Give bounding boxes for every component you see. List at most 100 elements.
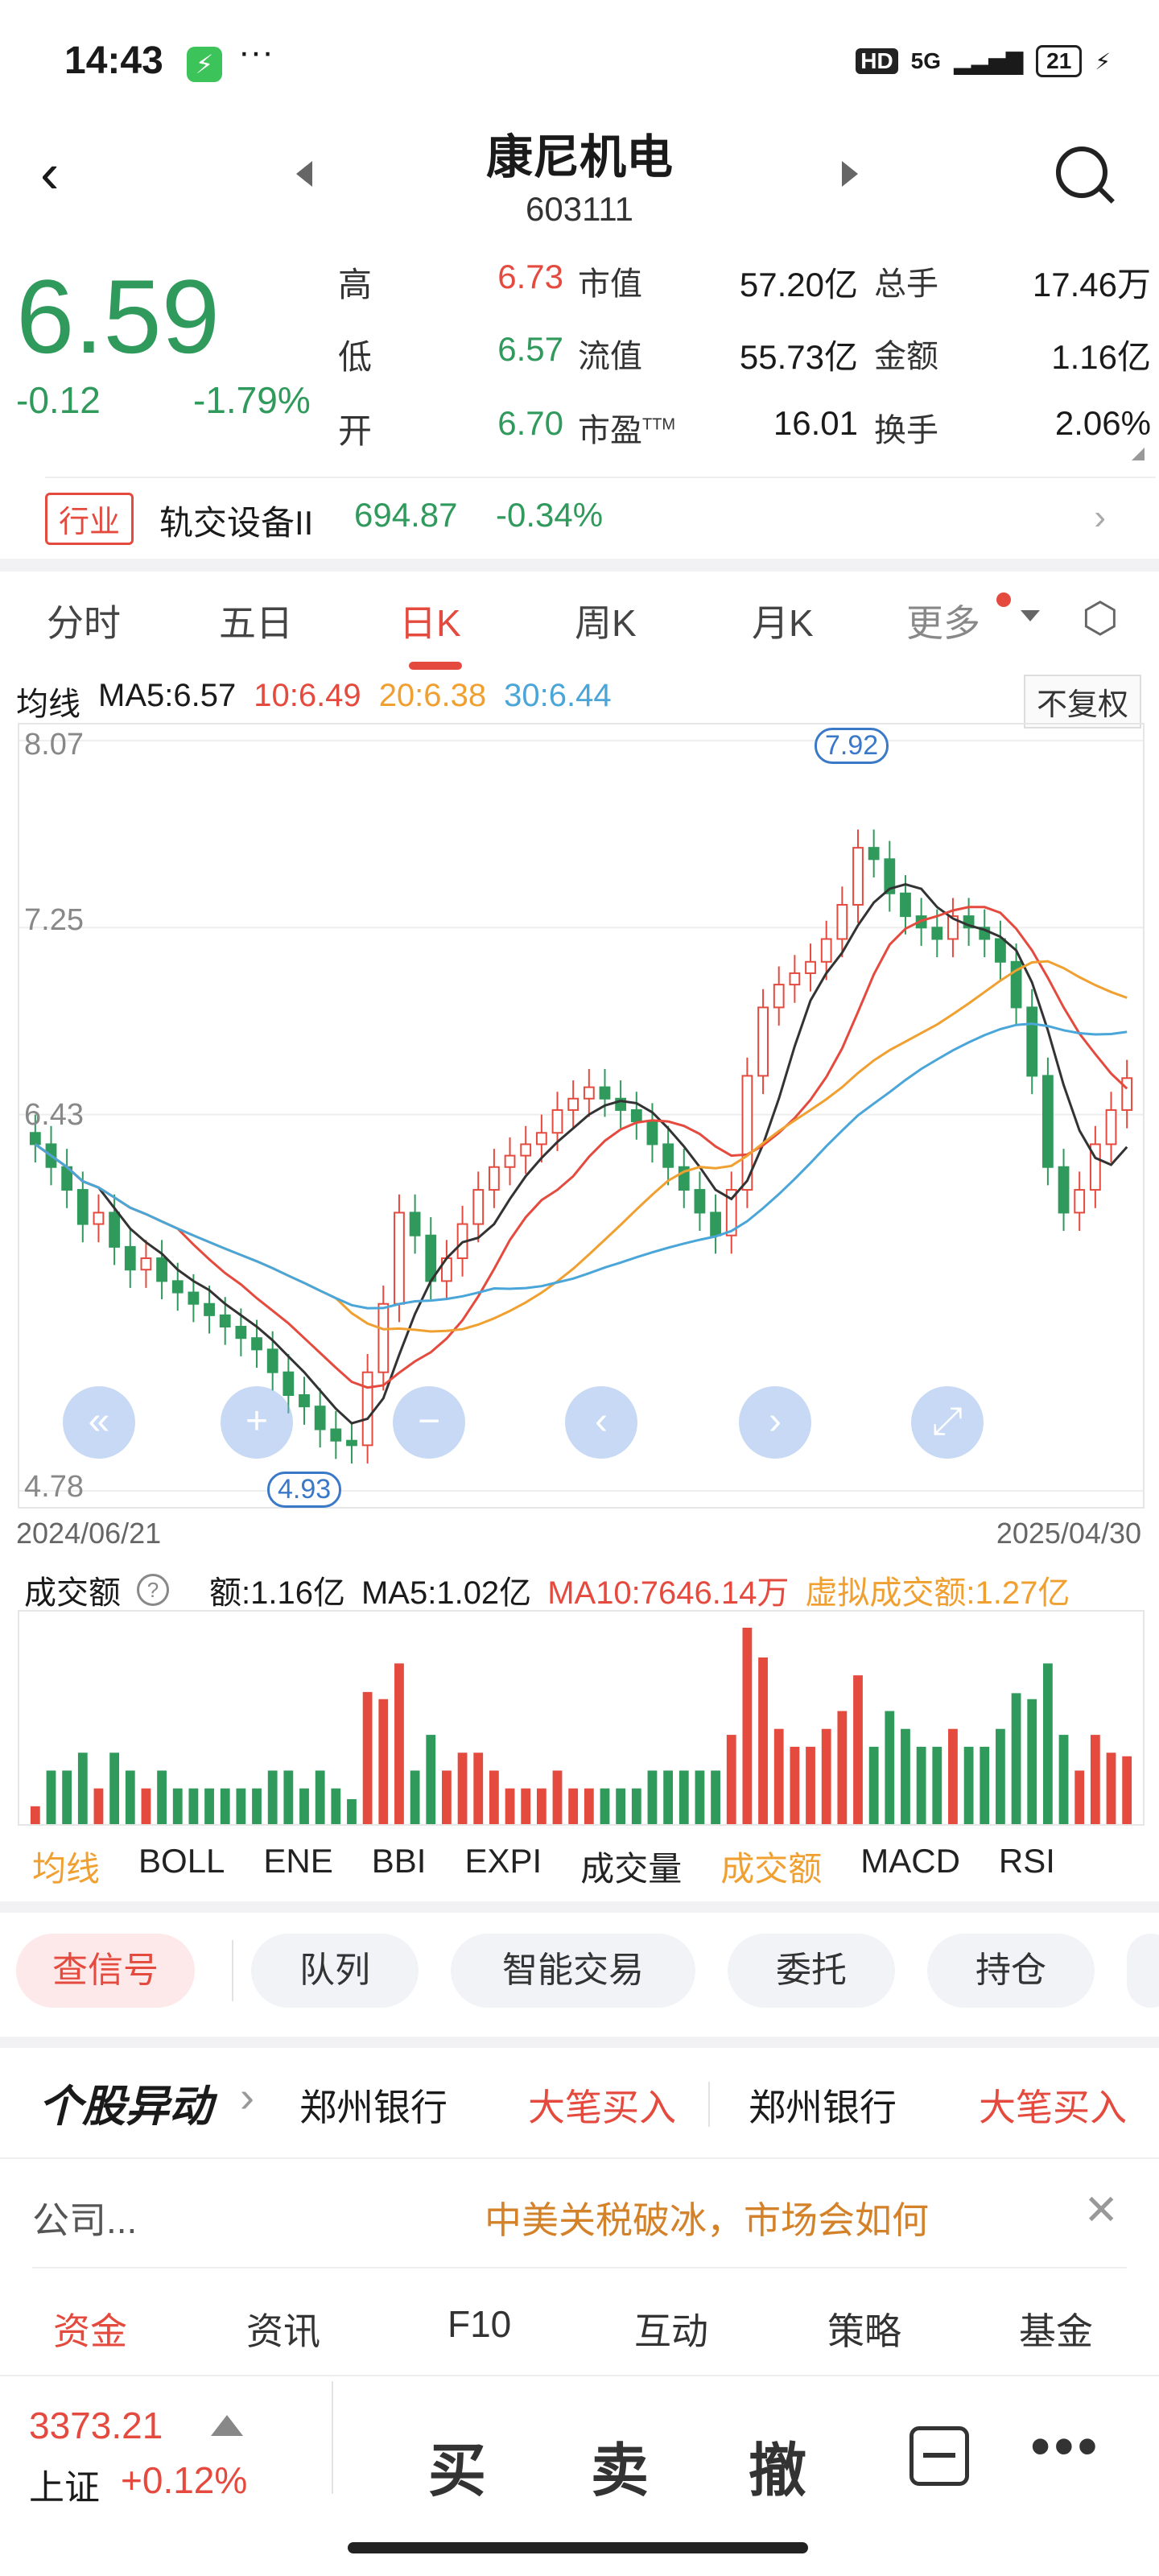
volume-ma10: MA10:7646.14万 xyxy=(547,1575,790,1611)
volume-bar xyxy=(726,1735,736,1824)
next-stock-icon[interactable] xyxy=(842,161,858,187)
scroll-left-button[interactable]: ‹ xyxy=(565,1386,637,1459)
expand-up-icon[interactable] xyxy=(211,2415,243,2436)
tab-news[interactable]: 资讯 xyxy=(246,2310,320,2352)
divider xyxy=(0,2157,1159,2159)
stock-alert-title[interactable]: 个股异动 xyxy=(39,2083,212,2131)
ma30-line xyxy=(34,1022,1128,1310)
ma30-value: 30:6.44 xyxy=(504,678,612,713)
expand-corner-icon[interactable] xyxy=(1132,448,1145,460)
volume-value: 17.46万 xyxy=(1032,266,1151,303)
order-button[interactable]: 委托 xyxy=(728,1934,895,2008)
turnover-value: 2.06% xyxy=(1054,404,1151,442)
smart-trade-button[interactable]: 智能交易 xyxy=(451,1934,695,2008)
candle-body xyxy=(583,1086,595,1100)
more-icon[interactable]: ••• xyxy=(1030,2414,1101,2479)
chevron-down-icon[interactable] xyxy=(1021,610,1040,621)
queue-button[interactable]: 队列 xyxy=(251,1934,419,2008)
candle-body xyxy=(409,1212,421,1236)
industry-value: 694.87 xyxy=(354,496,458,534)
active-tab-indicator xyxy=(409,662,462,670)
tab-interact[interactable]: 互动 xyxy=(634,2310,708,2352)
candle-body xyxy=(1041,1075,1054,1168)
amount-value: 1.16亿 xyxy=(1051,338,1151,376)
mktcap-value: 57.20亿 xyxy=(739,266,858,303)
candle-body xyxy=(299,1394,310,1408)
tab-weekly-k[interactable]: 周K xyxy=(575,602,637,644)
candle-body xyxy=(188,1291,200,1305)
candle-body xyxy=(330,1428,342,1442)
close-icon[interactable]: ✕ xyxy=(1083,2187,1119,2234)
help-icon[interactable]: ? xyxy=(137,1574,169,1606)
volume-bar xyxy=(1011,1693,1021,1824)
zoom-out-button[interactable]: − xyxy=(393,1386,465,1459)
tab-intraday[interactable]: 分时 xyxy=(47,602,121,644)
indicator-tab-ene[interactable]: ENE xyxy=(263,1842,333,1880)
volume-bar xyxy=(996,1728,1005,1824)
indicator-tab-macd[interactable]: MACD xyxy=(860,1842,960,1880)
news-left-text[interactable]: 公司... xyxy=(32,2199,138,2241)
candle-body xyxy=(678,1166,690,1191)
candle-body xyxy=(931,927,943,940)
tab-five-day[interactable]: 五日 xyxy=(219,602,293,644)
candle-body xyxy=(283,1371,295,1397)
volume-chart[interactable] xyxy=(18,1610,1145,1826)
volume-bar xyxy=(267,1770,278,1824)
indicator-tab-rsi[interactable]: RSI xyxy=(998,1842,1055,1880)
indicator-tab-bbi[interactable]: BBI xyxy=(371,1842,427,1880)
indicator-tab-ma[interactable]: 均线 xyxy=(32,1850,101,1888)
more-pill[interactable] xyxy=(1127,1934,1159,2008)
collapse-icon[interactable] xyxy=(909,2426,969,2486)
candle-body xyxy=(1121,1077,1133,1111)
high-value: 6.73 xyxy=(497,258,563,295)
indicator-tab-amount[interactable]: 成交额 xyxy=(720,1850,823,1888)
industry-row[interactable]: 行业 轨交设备II 694.87 -0.34% › xyxy=(0,483,1159,555)
candle-body xyxy=(235,1326,247,1340)
settings-hexagon-icon[interactable]: ⬡ xyxy=(1082,595,1119,642)
tab-more[interactable]: 更多 xyxy=(906,602,980,644)
pe-value: 16.01 xyxy=(773,404,858,442)
index-value[interactable]: 3373.21 xyxy=(29,2405,163,2446)
buy-button[interactable]: 买 xyxy=(428,2439,487,2504)
ma5-line xyxy=(34,882,1128,1425)
candle-body xyxy=(805,960,816,974)
zoom-in-button[interactable]: + xyxy=(221,1386,293,1459)
tab-funds[interactable]: 资金 xyxy=(53,2310,127,2352)
tab-strategy[interactable]: 策略 xyxy=(827,2310,901,2352)
tab-monthly-k[interactable]: 月K xyxy=(752,602,814,644)
cancel-order-button[interactable]: 撤 xyxy=(749,2439,807,2504)
volume-bar xyxy=(489,1770,499,1824)
prev-stock-icon[interactable] xyxy=(296,161,312,187)
candle-body xyxy=(979,927,991,940)
alert-stock[interactable]: 郑州银行 xyxy=(299,2087,448,2128)
rewind-button[interactable]: « xyxy=(63,1386,135,1459)
alert-stock[interactable]: 郑州银行 xyxy=(749,2087,897,2128)
indicator-tab-expi[interactable]: EXPI xyxy=(464,1842,542,1880)
back-icon[interactable]: ‹ xyxy=(40,142,60,204)
y-tick-label: 7.25 xyxy=(24,903,84,937)
adjust-toggle[interactable]: 不复权 xyxy=(1023,675,1141,729)
tab-f10[interactable]: F10 xyxy=(448,2303,512,2345)
fullscreen-button[interactable]: ⤢ xyxy=(911,1386,984,1459)
tab-fund[interactable]: 基金 xyxy=(1019,2310,1093,2352)
volume-bar xyxy=(521,1788,531,1824)
search-icon[interactable] xyxy=(1056,147,1107,198)
indicator-tab-boll[interactable]: BOLL xyxy=(138,1842,225,1880)
candle-body xyxy=(884,858,896,894)
news-headline[interactable]: 中美关税破冰，市场会如何 xyxy=(485,2199,929,2241)
low-label: 低 xyxy=(338,338,373,376)
scroll-right-button[interactable]: › xyxy=(739,1386,811,1459)
kline-chart[interactable] xyxy=(18,723,1145,1509)
indicator-tab-volume[interactable]: 成交量 xyxy=(580,1850,683,1888)
price-change: -0.12 xyxy=(16,379,101,421)
volume-amount: 额:1.16亿 xyxy=(209,1575,345,1611)
position-button[interactable]: 持仓 xyxy=(927,1934,1095,2008)
tab-daily-k[interactable]: 日K xyxy=(399,602,461,644)
candle-body xyxy=(1010,960,1022,1009)
volume-legend: 成交额 ? 额:1.16亿 MA5:1.02亿 MA10:7646.14万 虚拟… xyxy=(24,1567,1070,1613)
signal-button[interactable]: 查信号 xyxy=(16,1934,195,2008)
candle-body xyxy=(93,1212,105,1225)
candle-body xyxy=(963,915,975,929)
sell-button[interactable]: 卖 xyxy=(591,2439,650,2504)
candle-body xyxy=(599,1086,611,1100)
